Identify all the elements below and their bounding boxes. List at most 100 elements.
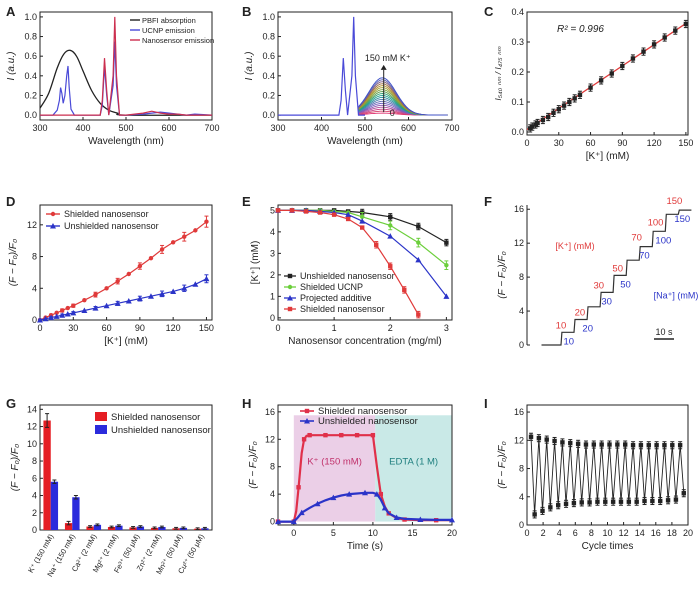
data-point [654, 443, 659, 448]
data-point [317, 210, 323, 215]
data-point [615, 442, 620, 447]
x-tick-label: 20 [683, 528, 693, 538]
data-point [683, 21, 689, 27]
panel-I: I 0 2 4 6 8 10 12 14 16 18 20 0 4 8 12 16 Cycle times (F −… [484, 396, 693, 552]
bar [43, 420, 51, 530]
legend-entry: Shielded nanosensor [318, 406, 407, 417]
peak-line [278, 16, 365, 116]
x-tick-label: 600 [401, 123, 416, 133]
data-point [388, 214, 393, 220]
data-point [638, 443, 644, 448]
data-point [417, 516, 424, 523]
y-axis-label: (F − F₀)/F₀ [10, 444, 21, 491]
step-trace [541, 209, 692, 346]
x-axis-label: Wavelength (nm) [327, 136, 403, 147]
y-tick-label: 16 [265, 407, 275, 417]
bar [72, 497, 80, 530]
y-axis-label: (F − F₀)/F₀ [248, 441, 259, 488]
x-tick-label: 400 [75, 123, 90, 133]
data-point [634, 499, 639, 504]
y-tick-label: 0 [270, 517, 275, 527]
y-tick-label: 0.4 [262, 71, 275, 81]
data-point [555, 503, 561, 508]
data-point [345, 216, 351, 222]
chart-c-frame [526, 11, 689, 136]
y-tick-label: 0.2 [24, 90, 37, 100]
panel-letter: F [484, 194, 492, 209]
data-point [387, 233, 394, 239]
y-tick-label: 10 [27, 439, 37, 449]
data-point [662, 35, 667, 40]
data-point [54, 310, 59, 316]
data-point [595, 499, 600, 504]
legend-marker [304, 418, 310, 424]
x-tick-label: 500 [357, 123, 372, 133]
data-point [359, 218, 366, 224]
data-point [630, 443, 636, 448]
data-point [571, 500, 577, 506]
data-point [548, 505, 553, 510]
data-point [148, 255, 154, 261]
x-tick-label: 2 [541, 528, 546, 538]
legend-entry: Unshielded nanosensor [111, 425, 211, 436]
x-tick-label: 500 [118, 123, 133, 133]
y-tick-label: 0 [519, 340, 524, 350]
data-point [104, 286, 109, 291]
panel-E: E 0 1 2 3 0 1 2 3 4 5 Nanosensor concentration (mg/… [242, 194, 453, 347]
data-point [378, 491, 384, 497]
data-point [136, 295, 143, 302]
data-point [646, 443, 651, 448]
chart-g-frame [39, 404, 213, 531]
data-point [65, 305, 70, 311]
annotation-zero: 0 [390, 108, 395, 118]
y-tick-label: 3 [270, 248, 275, 258]
data-point [354, 432, 360, 438]
y-tick-label: 0.0 [24, 110, 37, 120]
annotation-top: 150 mM K⁺ [365, 53, 411, 63]
series-line [39, 49, 213, 116]
data-point [59, 308, 65, 313]
y-tick-label: 0.2 [262, 90, 275, 100]
bar [115, 525, 123, 530]
na-step-label: 50 [620, 279, 631, 290]
data-point [662, 443, 667, 448]
data-point [314, 500, 321, 507]
data-point [443, 293, 450, 299]
data-point [303, 209, 309, 214]
data-point [346, 491, 353, 497]
panel-letter: C [484, 4, 494, 19]
panel-H: H K⁺ (150 mM) EDTA (1 M) 0 5 10 15 20 0 4 8 12 16 Tim… [242, 396, 457, 552]
x-tick-label: 10 [368, 528, 378, 538]
y-tick-label: 8 [32, 252, 37, 262]
x-tick-label: 1 [332, 323, 337, 333]
fit-line [526, 22, 687, 131]
x-tick-label: 60 [102, 323, 112, 333]
legend-entry: Shielded nanosensor [64, 209, 149, 219]
y-tick-label: 1.0 [262, 12, 275, 22]
chart-d-frame [39, 204, 213, 321]
data-point [618, 499, 624, 504]
data-point [556, 107, 561, 112]
trend-arrowhead [380, 64, 387, 70]
panel-A: A 300 400 500 600 700 0.0 0.2 0.4 0.6 0.8 1.0 Wavele… [6, 4, 220, 147]
y-tick-label: 0 [32, 315, 37, 325]
data-point [416, 312, 421, 317]
data-point [42, 315, 49, 322]
panel-letter: A [6, 4, 16, 19]
legend-entry: UCNP emission [142, 26, 195, 35]
x-tick-label: 0 [275, 323, 280, 333]
y-axis-label: (F − F₀)/F₀ [497, 441, 508, 488]
y-tick-label: 12 [514, 435, 524, 445]
data-point [170, 288, 177, 294]
legend-marker [50, 223, 56, 229]
panel-letter: D [6, 194, 15, 209]
y-tick-label: 0 [519, 520, 524, 530]
cycle-line [530, 436, 685, 515]
k-step-label: 20 [575, 308, 586, 319]
data-point [535, 120, 540, 126]
data-point [381, 504, 388, 511]
highlight-region [293, 415, 376, 522]
data-point [599, 442, 604, 447]
x-axis-label: [K⁺] (mM) [104, 336, 148, 347]
bar [136, 526, 145, 530]
